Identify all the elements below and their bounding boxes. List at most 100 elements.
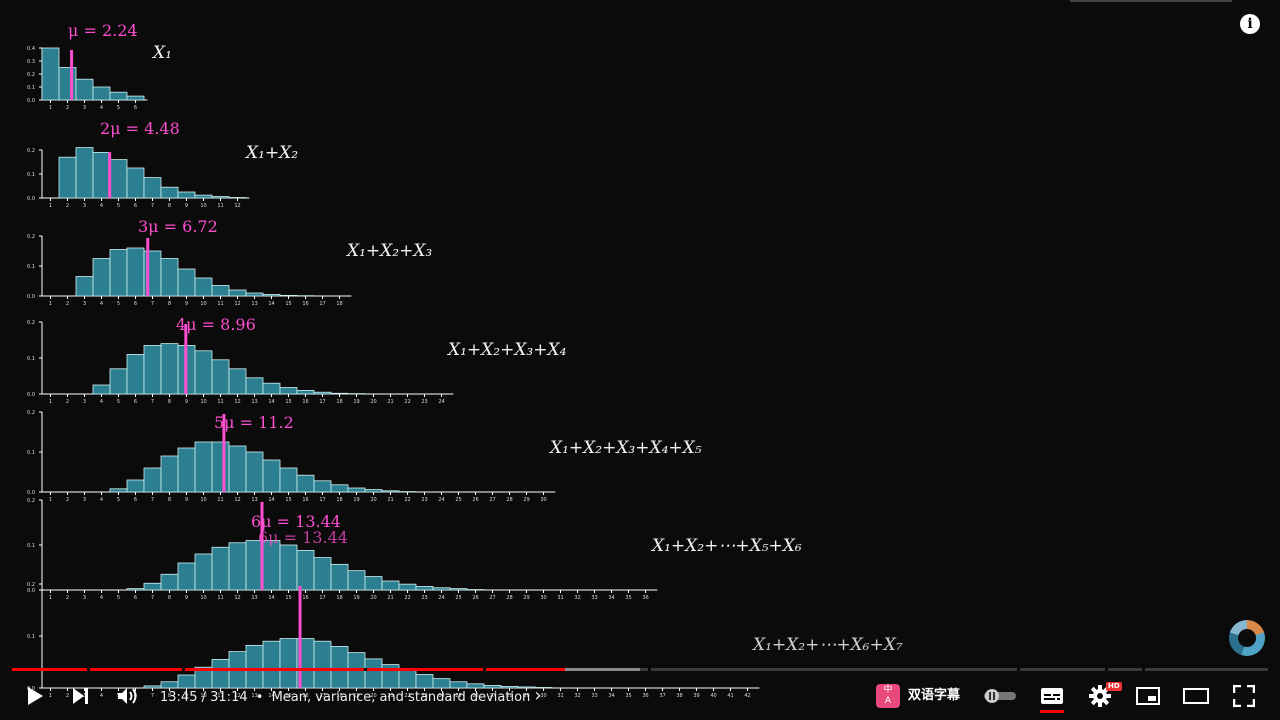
histogram-bar bbox=[279, 544, 298, 591]
captions-active-indicator bbox=[1040, 710, 1064, 713]
x-tick-label: 5 bbox=[117, 203, 120, 209]
histogram-bar bbox=[211, 441, 230, 493]
chapter-marker bbox=[363, 668, 367, 671]
x-tick-label: 1 bbox=[49, 203, 52, 209]
x-tick-label: 13 bbox=[251, 693, 257, 699]
y-tick-label: 0.2 bbox=[27, 72, 35, 78]
x-tick-label: 1 bbox=[49, 595, 52, 601]
histogram-bar bbox=[109, 368, 128, 395]
x-tick-label: 12 bbox=[234, 203, 240, 209]
x-tick-label: 40 bbox=[710, 693, 716, 699]
progress-played bbox=[12, 668, 565, 671]
histogram-bar bbox=[381, 490, 400, 493]
x-tick-label: 17 bbox=[319, 595, 325, 601]
x-tick-label: 5 bbox=[117, 399, 120, 405]
x-tick-label: 28 bbox=[506, 595, 512, 601]
fullscreen-button[interactable] bbox=[1228, 676, 1260, 716]
x-tick-label: 7 bbox=[151, 693, 154, 699]
duration: 31:14 bbox=[210, 690, 248, 705]
chapter-marker bbox=[181, 668, 185, 671]
x-tick-label: 8 bbox=[168, 497, 171, 503]
mean-label: 2μ = 4.48 bbox=[100, 119, 180, 138]
x-tick-label: 12 bbox=[234, 693, 240, 699]
x-tick-label: 1 bbox=[49, 497, 52, 503]
histogram-bar bbox=[177, 447, 196, 493]
chapter-title[interactable]: Mean, variance, and standard deviation bbox=[271, 690, 531, 705]
x-tick-label: 30 bbox=[540, 497, 546, 503]
histogram-bar bbox=[211, 196, 230, 199]
x-tick-label: 13 bbox=[251, 301, 257, 307]
time-display: 13:45 / 31:14 • Mean, variance, and stan… bbox=[160, 676, 542, 716]
x-tick-label: 11 bbox=[217, 399, 223, 405]
x-tick-label: 4 bbox=[100, 301, 103, 307]
bilingual-subtitle-label[interactable]: 双语字幕 bbox=[908, 688, 961, 703]
bilingual-subtitle-icon[interactable]: 中 A bbox=[876, 684, 900, 708]
autoplay-toggle[interactable] bbox=[980, 676, 1020, 716]
histogram-bar bbox=[279, 294, 298, 297]
x-tick-label: 4 bbox=[100, 203, 103, 209]
miniplayer-icon bbox=[1136, 687, 1160, 705]
x-tick-label: 21 bbox=[387, 497, 393, 503]
x-tick-label: 30 bbox=[540, 595, 546, 601]
captions-button[interactable] bbox=[1036, 676, 1068, 716]
x-tick-label: 17 bbox=[319, 399, 325, 405]
player-controls: 13:45 / 31:14 • Mean, variance, and stan… bbox=[0, 676, 1280, 716]
sum-label: X₁ bbox=[151, 43, 172, 63]
histogram-bar bbox=[194, 553, 213, 591]
histogram-bar bbox=[279, 387, 298, 395]
play-button[interactable] bbox=[20, 676, 50, 716]
histogram-bar bbox=[92, 384, 111, 395]
x-tick-label: 3 bbox=[83, 693, 86, 699]
histogram-bar bbox=[126, 95, 145, 101]
mean-line bbox=[70, 50, 74, 100]
x-tick-label: 4 bbox=[100, 595, 103, 601]
progress-bar[interactable] bbox=[12, 668, 1268, 671]
autoplay-toggle-icon bbox=[984, 689, 1016, 703]
x-tick-label: 26 bbox=[472, 595, 478, 601]
histogram-bar bbox=[58, 156, 77, 199]
y-tick-label: 0.1 bbox=[27, 450, 35, 456]
subtitle-badge-text: 中 A bbox=[883, 685, 893, 706]
x-tick-label: 18 bbox=[336, 595, 342, 601]
chapter-marker bbox=[1016, 668, 1020, 671]
histogram-bar bbox=[109, 91, 128, 101]
next-button[interactable] bbox=[66, 676, 96, 716]
info-icon[interactable]: i bbox=[1240, 14, 1260, 34]
y-tick-label: 0.1 bbox=[27, 264, 35, 270]
x-tick-label: 9 bbox=[185, 203, 188, 209]
x-tick-label: 7 bbox=[151, 399, 154, 405]
histogram-bar bbox=[347, 570, 366, 591]
histogram-bar bbox=[245, 540, 264, 591]
x-tick-label: 4 bbox=[100, 399, 103, 405]
x-tick-label: 1 bbox=[49, 105, 52, 111]
hd-badge: HD bbox=[1106, 682, 1122, 691]
chapter-chevron-icon[interactable]: › bbox=[534, 685, 542, 706]
x-tick-label: 6 bbox=[134, 301, 137, 307]
x-tick-label: 17 bbox=[319, 301, 325, 307]
mute-button[interactable] bbox=[112, 676, 146, 716]
y-tick-label: 0.4 bbox=[27, 46, 35, 52]
x-tick-label: 27 bbox=[489, 693, 495, 699]
chapter-marker bbox=[647, 668, 651, 671]
x-tick-label: 27 bbox=[489, 497, 495, 503]
chapter-marker bbox=[1142, 668, 1146, 671]
x-tick-label: 20 bbox=[370, 595, 376, 601]
x-tick-label: 2 bbox=[66, 693, 69, 699]
histogram-bar bbox=[126, 588, 145, 591]
mean-line bbox=[184, 324, 188, 394]
histogram-bar bbox=[228, 368, 247, 395]
x-tick-label: 14 bbox=[268, 693, 274, 699]
y-tick-label: 0.1 bbox=[27, 543, 35, 549]
x-tick-label: 20 bbox=[370, 399, 376, 405]
x-tick-label: 17 bbox=[319, 693, 325, 699]
x-tick-label: 5 bbox=[117, 301, 120, 307]
y-tick-label: 0.2 bbox=[27, 498, 35, 504]
x-tick-label: 2 bbox=[66, 203, 69, 209]
x-tick-label: 1 bbox=[49, 693, 52, 699]
histogram-bar bbox=[160, 186, 179, 199]
x-tick-label: 14 bbox=[268, 399, 274, 405]
x-tick-label: 2 bbox=[66, 105, 69, 111]
theater-mode-button[interactable] bbox=[1180, 676, 1212, 716]
miniplayer-button[interactable] bbox=[1132, 676, 1164, 716]
